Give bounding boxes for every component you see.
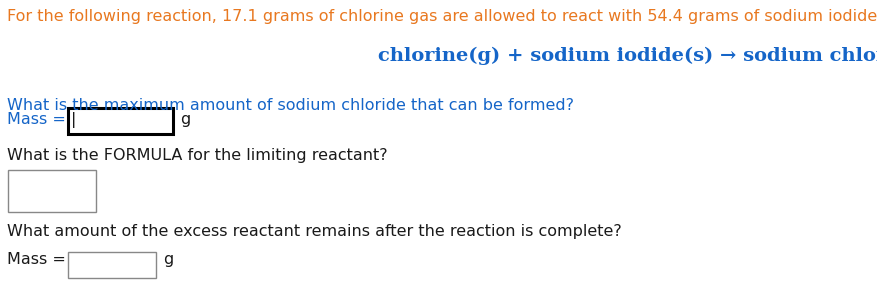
Text: g: g [163, 252, 173, 267]
Text: chlorine(g) + sodium iodide(s) → sodium chloride(s) + iodine(s): chlorine(g) + sodium iodide(s) → sodium … [377, 47, 877, 65]
Text: Mass =: Mass = [7, 112, 71, 127]
FancyBboxPatch shape [8, 170, 96, 212]
Text: What amount of the excess reactant remains after the reaction is complete?: What amount of the excess reactant remai… [7, 224, 621, 239]
Text: g: g [180, 112, 190, 127]
FancyBboxPatch shape [68, 108, 173, 134]
FancyBboxPatch shape [68, 252, 156, 278]
Text: For the following reaction, 17.1 grams of chlorine gas are allowed to react with: For the following reaction, 17.1 grams o… [7, 9, 877, 24]
Text: Mass =: Mass = [7, 252, 71, 267]
Text: |: | [70, 112, 76, 128]
Text: What is the FORMULA for the limiting reactant?: What is the FORMULA for the limiting rea… [7, 148, 388, 163]
Text: What is the maximum amount of sodium chloride that can be formed?: What is the maximum amount of sodium chl… [7, 98, 574, 113]
